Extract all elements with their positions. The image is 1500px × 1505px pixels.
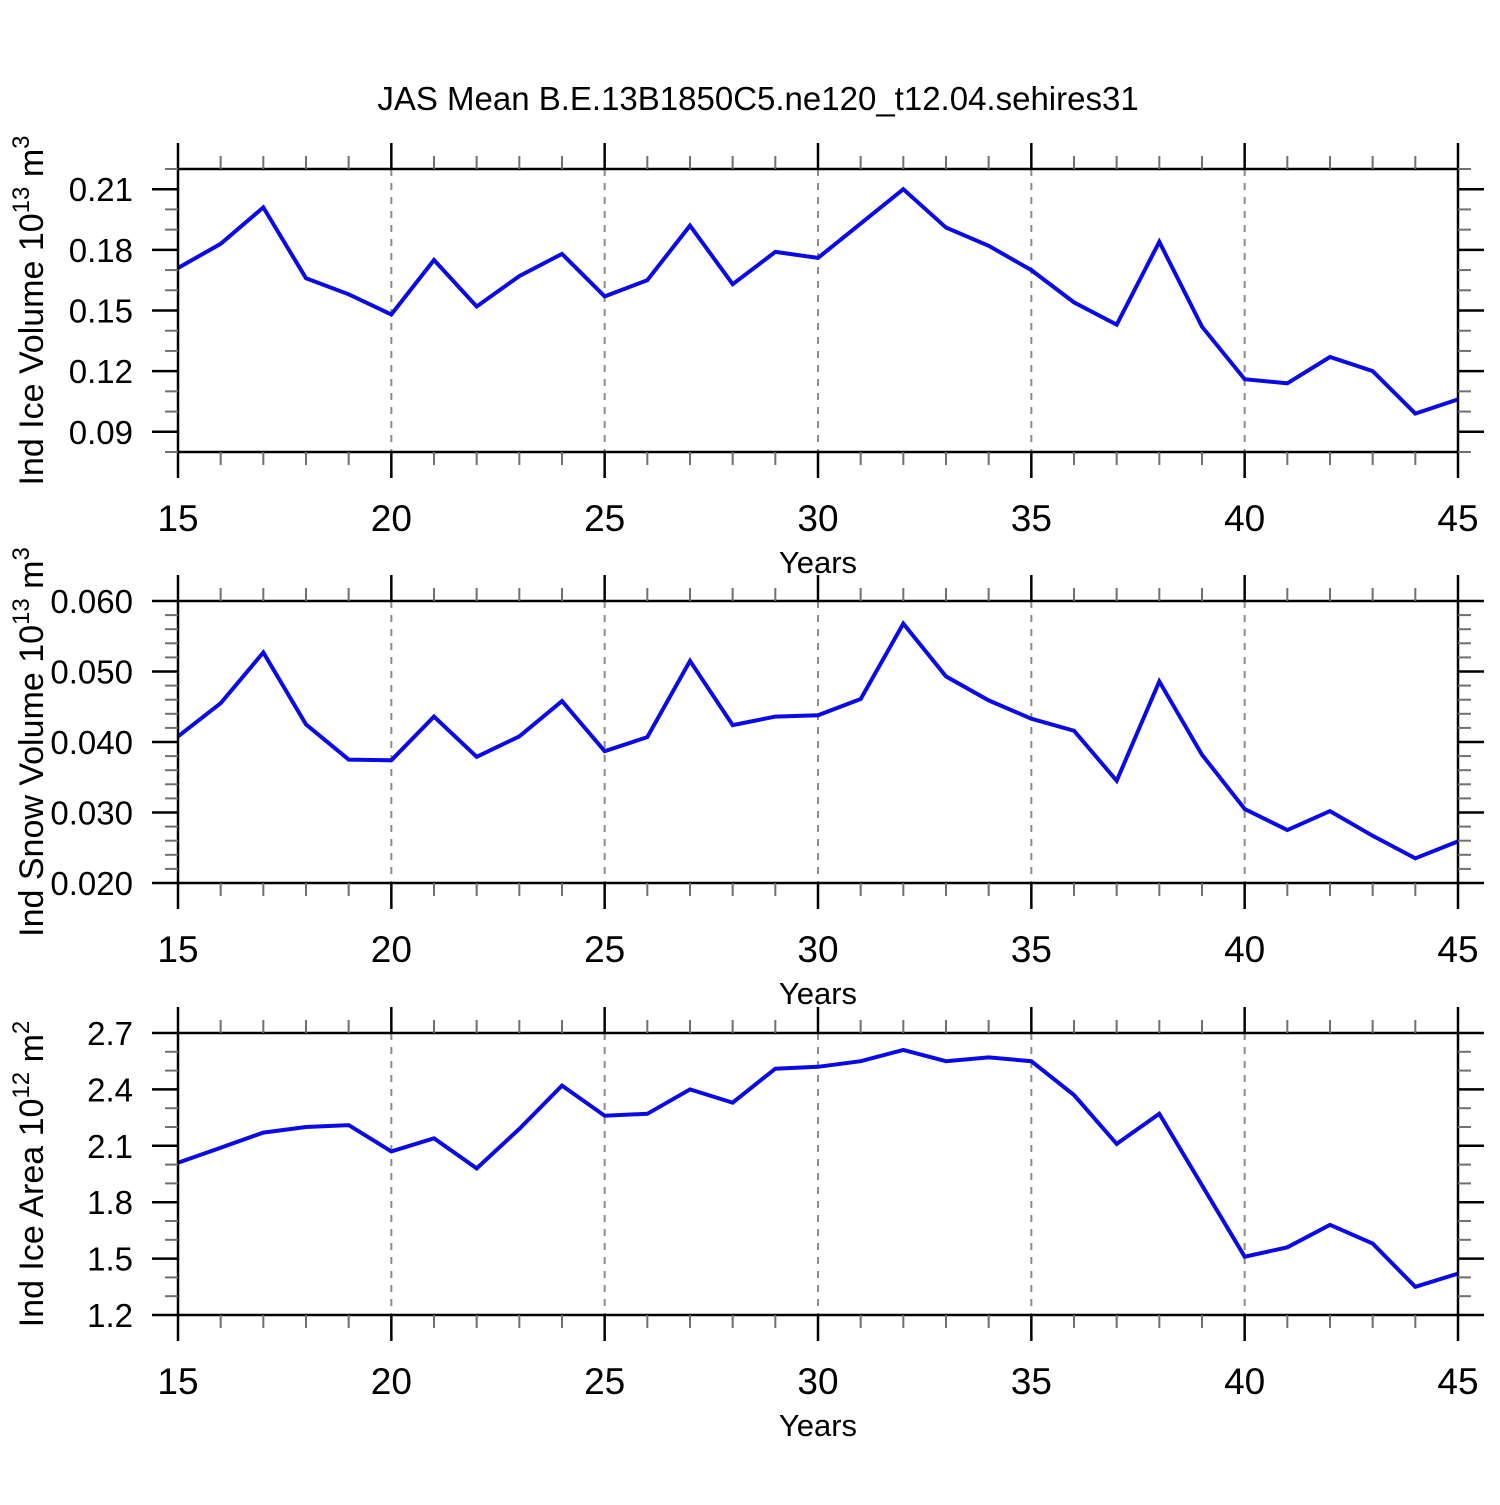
- x-tick-label: 20: [371, 498, 412, 539]
- x-tick-label: 35: [1011, 929, 1052, 970]
- y-axis-title-sup: 3: [8, 547, 35, 560]
- x-tick-label: 45: [1437, 498, 1478, 539]
- y-axis-title-sup: 12: [8, 1072, 35, 1099]
- y-axis-title-sup: 13: [8, 598, 35, 625]
- x-tick-label: 15: [157, 929, 198, 970]
- y-axis-title-sup: 2: [8, 1021, 35, 1034]
- x-tick-label: 35: [1011, 1361, 1052, 1402]
- chart-ice-volume: 15 20 25 30 35 40 45 Years 0.09 0.12 0.15 0.18 0.21 I…: [8, 135, 1484, 580]
- x-axis-title: Years: [779, 976, 857, 1011]
- y-tick-label: 0.030: [50, 795, 133, 832]
- x-tick-label: 40: [1224, 498, 1265, 539]
- y-axis-title-text: m: [13, 149, 51, 187]
- x-tick-label: 45: [1437, 1361, 1478, 1402]
- series-line-snow-volume: [176, 620, 1459, 861]
- chart-title: JAS Mean B.E.13B1850C5.ne120_t12.04.sehi…: [377, 80, 1138, 117]
- y-tick-label: 0.09: [69, 414, 133, 451]
- x-tick-label: 30: [797, 1361, 838, 1402]
- x-tick-label: 40: [1224, 1361, 1265, 1402]
- x-axis-title: Years: [779, 545, 857, 580]
- y-axis-title: Ind Ice Area 1012 m2: [8, 1021, 51, 1328]
- y-axis-title-text: m: [13, 560, 51, 598]
- x-tick-label: 20: [371, 929, 412, 970]
- x-tick-label: 45: [1437, 929, 1478, 970]
- y-tick-label: 2.7: [87, 1015, 133, 1052]
- y-axis-title: Ind Ice Volume 1013 m3: [8, 135, 51, 485]
- y-tick-label: 2.1: [87, 1128, 133, 1165]
- y-tick-label: 0.15: [69, 293, 133, 330]
- x-tick-label: 25: [584, 498, 625, 539]
- x-tick-label: 15: [157, 498, 198, 539]
- chart-snow-volume: 15 20 25 30 35 40 45 Years 0.020 0.030 0.040 0.050 0…: [8, 547, 1484, 1011]
- y-tick-label: 0.050: [50, 654, 133, 691]
- y-axis-title-text: Ind Snow Volume 10: [13, 625, 51, 937]
- y-tick-label: 1.8: [87, 1184, 133, 1221]
- x-tick-label: 20: [371, 1361, 412, 1402]
- x-axis-title: Years: [779, 1408, 857, 1443]
- x-tick-label: 40: [1224, 929, 1265, 970]
- y-axis-title-sup: 3: [8, 135, 35, 148]
- y-tick-label: 0.12: [69, 353, 133, 390]
- series-line-ice-area: [177, 1047, 1459, 1290]
- x-tick-label: 30: [797, 498, 838, 539]
- y-axis-title: Ind Snow Volume 1013 m3: [8, 547, 51, 937]
- y-tick-label: 0.040: [50, 724, 133, 761]
- x-tick-label: 25: [584, 929, 625, 970]
- y-axis-title-text: Ind Ice Area 10: [13, 1099, 51, 1328]
- x-tick-label: 25: [584, 1361, 625, 1402]
- x-tick-label: 30: [797, 929, 838, 970]
- y-tick-label: 2.4: [87, 1071, 133, 1108]
- y-tick-label: 0.020: [50, 865, 133, 902]
- y-tick-label: 0.18: [69, 232, 133, 269]
- series-line-ice-volume: [177, 186, 1459, 416]
- y-tick-label: 0.21: [69, 171, 133, 208]
- y-axis-title-sup: 13: [8, 187, 35, 214]
- y-axis-title-text: Ind Ice Volume 10: [13, 213, 51, 485]
- y-tick-label: 1.5: [87, 1241, 133, 1278]
- chart-ice-area: 15 20 25 30 35 40 45 Years 1.2 1.5 1.8 2.1 2.4 2.7 Ind…: [8, 1007, 1484, 1443]
- x-tick-label: 15: [157, 1361, 198, 1402]
- y-axis-title-text: m: [13, 1034, 51, 1072]
- y-tick-label: 0.060: [50, 583, 133, 620]
- y-tick-label: 1.2: [87, 1297, 133, 1334]
- x-tick-label: 35: [1011, 498, 1052, 539]
